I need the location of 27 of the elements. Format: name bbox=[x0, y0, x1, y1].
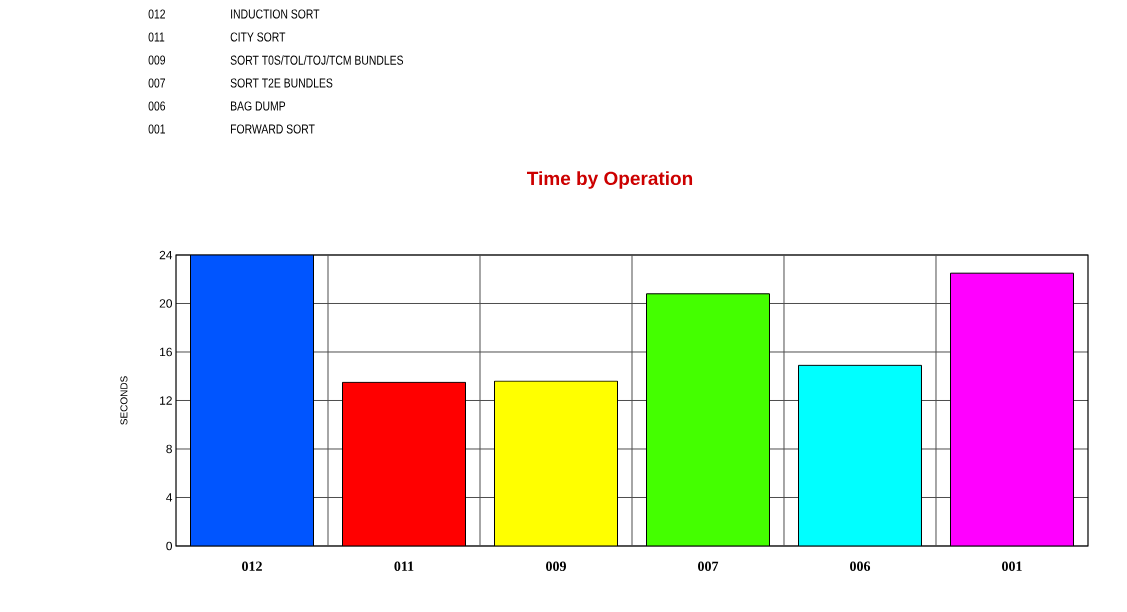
x-tick-label: 001 bbox=[1002, 561, 1022, 571]
text: 012 bbox=[148, 9, 165, 19]
y-tick-label: 20 bbox=[159, 299, 173, 308]
text: 006 bbox=[148, 101, 166, 111]
x-tick-label: 012 bbox=[242, 561, 262, 571]
y-tick-label: 24 bbox=[159, 250, 173, 260]
chart-title: Time by Operation bbox=[527, 171, 693, 189]
y-axis-title: SECONDS bbox=[120, 376, 128, 425]
text: INDUCTION SORT bbox=[231, 9, 320, 19]
text: SORT T0S/TOL/TOJ/TCM BUNDLES bbox=[230, 55, 404, 65]
x-tick-label: 009 bbox=[546, 561, 566, 571]
text: 011 bbox=[148, 32, 165, 42]
text: 009 bbox=[148, 55, 166, 65]
text: FORWARD SORT bbox=[231, 124, 315, 134]
y-tick-label: 12 bbox=[160, 396, 172, 405]
x-tick-label: 006 bbox=[850, 561, 871, 571]
text: CITY SORT bbox=[230, 32, 286, 42]
y-tick-label: 0 bbox=[166, 541, 173, 551]
y-tick-label: 8 bbox=[166, 444, 172, 454]
text: 001 bbox=[148, 124, 165, 134]
text: BAG DUMP bbox=[231, 101, 286, 111]
y-tick-label: 4 bbox=[166, 493, 173, 502]
text: 007 bbox=[148, 78, 165, 88]
text: SORT T2E BUNDLES bbox=[230, 78, 333, 88]
y-tick-label: 16 bbox=[160, 347, 172, 357]
x-tick-label: 011 bbox=[394, 561, 414, 571]
x-tick-label: 007 bbox=[698, 561, 719, 571]
